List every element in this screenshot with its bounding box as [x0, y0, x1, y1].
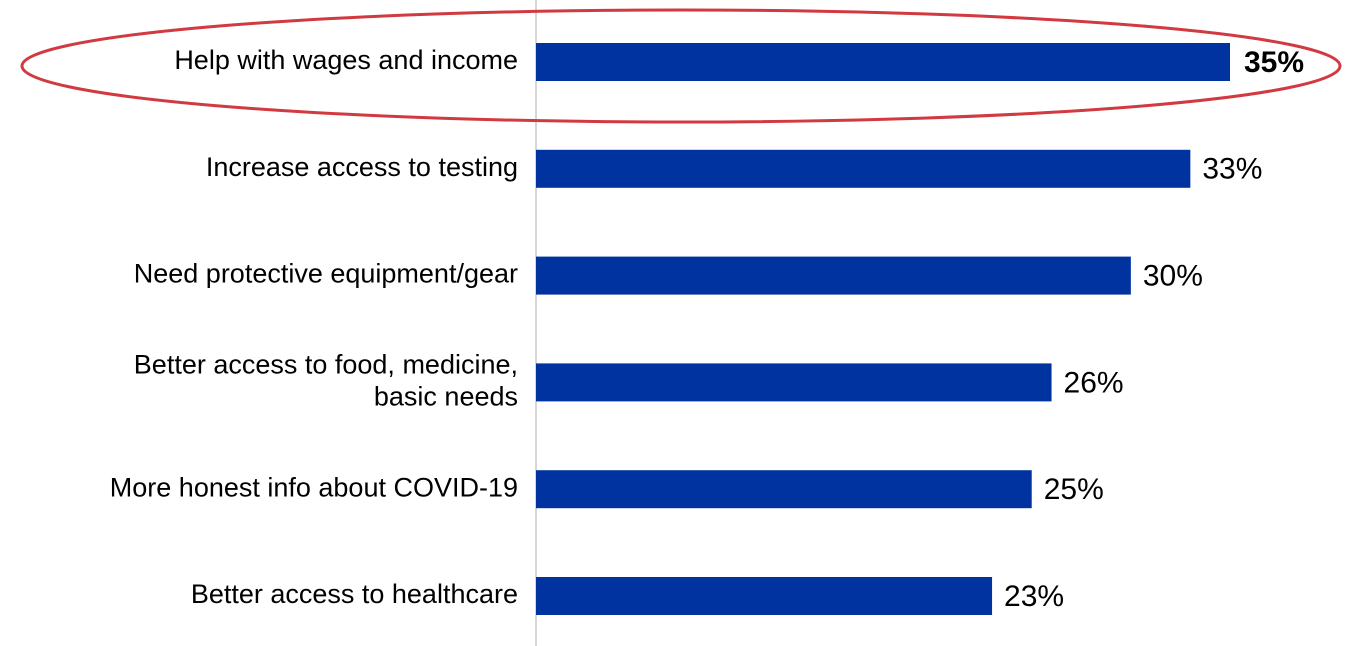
category-label: Better access to food, medicine, basic ne…	[134, 350, 518, 412]
bar	[536, 363, 1052, 402]
bar	[536, 470, 1032, 509]
value-label: 33%	[1202, 153, 1262, 186]
bar	[536, 43, 1230, 81]
category-label: Help with wages and income	[174, 45, 518, 75]
highlight-ellipse	[20, 8, 1342, 124]
value-label: 30%	[1143, 260, 1203, 293]
bar	[536, 256, 1131, 295]
category-label: Better access to healthcare	[191, 579, 518, 609]
value-label: 25%	[1044, 473, 1104, 506]
category-label: More honest info about COVID-19	[110, 472, 518, 502]
bar	[536, 149, 1191, 188]
value-label: 26%	[1064, 366, 1124, 399]
bar	[536, 577, 993, 615]
category-label: Need protective equipment/gear	[134, 259, 518, 289]
category-label: Increase access to testing	[206, 152, 518, 182]
value-label: 35%	[1244, 46, 1304, 79]
value-label: 23%	[1004, 580, 1064, 613]
